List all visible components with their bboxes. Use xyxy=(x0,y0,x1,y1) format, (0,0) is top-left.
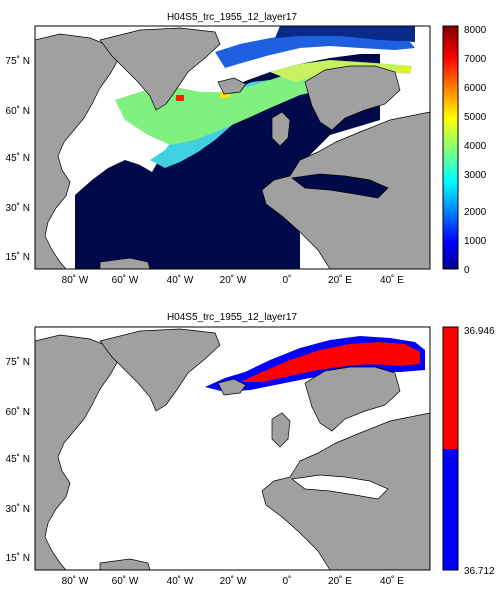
hotspot-high-value xyxy=(176,95,184,101)
cb1-tick-6000: 6000 xyxy=(464,83,487,94)
lat-tick-15n: 15˚ N xyxy=(6,251,30,263)
map-panel-2: H04S5_trc_1955_12_layer17 xyxy=(6,312,495,587)
cb2-tick-high: 36.946 xyxy=(464,326,495,337)
lon-tick-0: 0˚ xyxy=(283,274,292,286)
lon2-tick-60w: 60˚ W xyxy=(112,575,139,587)
panel-2-title: H04S5_trc_1955_12_layer17 xyxy=(167,312,298,323)
lon2-tick-40w: 40˚ W xyxy=(167,575,194,587)
british-isles xyxy=(271,111,291,147)
lon2-tick-40e: 40˚ E xyxy=(380,575,404,587)
panel-1-title: H04S5_trc_1955_12_layer17 xyxy=(167,12,298,23)
greenland-2 xyxy=(99,328,221,412)
iceland xyxy=(217,77,247,95)
panel-2-frame xyxy=(34,326,431,571)
hotspot-yellow-2 xyxy=(398,66,410,72)
panel-2-colorbar: 36.946 36.712 xyxy=(442,326,495,577)
northern-blue-band xyxy=(215,34,415,68)
scandinavia-2 xyxy=(304,366,401,432)
panel-1-lon-axis: 80˚ W 60˚ W 40˚ W 20˚ W 0˚ 20˚ E 40˚ E xyxy=(62,274,405,286)
panel-2-lat-axis: 75˚ N 60˚ N 45˚ N 30˚ N 15˚ N xyxy=(6,356,30,564)
colorbar-2-blue xyxy=(443,449,458,570)
cb1-tick-3000: 3000 xyxy=(464,170,487,181)
cb2-tick-low: 36.712 xyxy=(464,566,495,577)
deep-concentration-region xyxy=(75,54,380,269)
panel-1-lat-axis: 75˚ N 60˚ N 45˚ N 30˚ N 15˚ N xyxy=(6,55,30,263)
colorbar-2-red xyxy=(443,327,458,449)
lon-tick-40w: 40˚ W xyxy=(167,274,194,286)
panel-1-land xyxy=(35,27,430,269)
cb1-tick-4000: 4000 xyxy=(464,141,487,152)
lon-tick-60w: 60˚ W xyxy=(112,274,139,286)
lat2-tick-45n: 45˚ N xyxy=(6,453,30,465)
iceland-2 xyxy=(217,378,247,396)
cb1-tick-0: 0 xyxy=(464,265,470,276)
south-america-tip xyxy=(99,257,151,269)
hotspot-yellow xyxy=(220,92,230,98)
lon-tick-80w: 80˚ W xyxy=(62,274,89,286)
cb1-tick-1000: 1000 xyxy=(464,236,487,247)
colorbar-1-gradient xyxy=(442,25,459,270)
cb1-tick-7000: 7000 xyxy=(464,54,487,65)
lat-tick-60n: 60˚ N xyxy=(6,105,30,117)
panel-2-land xyxy=(35,328,430,570)
lon-tick-40e: 40˚ E xyxy=(380,274,404,286)
lon2-tick-0: 0˚ xyxy=(283,575,292,587)
high-class-red-band xyxy=(240,342,420,382)
panel-2-lon-axis: 80˚ W 60˚ W 40˚ W 20˚ W 0˚ 20˚ E 40˚ E xyxy=(62,575,405,587)
cb1-tick-2000: 2000 xyxy=(464,207,487,218)
colorbar-2-frame xyxy=(442,326,459,571)
lon-tick-20e: 20˚ E xyxy=(328,274,352,286)
lat2-tick-30n: 30˚ N xyxy=(6,503,30,515)
lat-tick-45n: 45˚ N xyxy=(6,152,30,164)
lat-tick-30n: 30˚ N xyxy=(6,202,30,214)
lon2-tick-20w: 20˚ W xyxy=(220,575,247,587)
arctic-deep-blue xyxy=(275,26,415,42)
mediterranean xyxy=(291,173,389,199)
lat2-tick-75n: 75˚ N xyxy=(6,356,30,368)
scandinavia xyxy=(304,65,401,131)
lat-tick-75n: 75˚ N xyxy=(6,55,30,67)
map-panel-1: H04S5_trc_1955_12_layer17 xyxy=(6,12,487,286)
cb1-tick-5000: 5000 xyxy=(464,112,487,123)
panel-1-frame xyxy=(34,25,431,270)
lon2-tick-80w: 80˚ W xyxy=(62,575,89,587)
lon2-tick-20e: 20˚ E xyxy=(328,575,352,587)
cb1-tick-8000: 8000 xyxy=(464,25,487,36)
lat2-tick-15n: 15˚ N xyxy=(6,552,30,564)
south-america-tip-2 xyxy=(99,558,151,570)
lat2-tick-60n: 60˚ N xyxy=(6,406,30,418)
mediterranean-2 xyxy=(291,474,389,500)
panel-1-colorbar: 8000 7000 6000 5000 4000 3000 2000 1000 … xyxy=(442,25,487,276)
greenland xyxy=(99,27,221,111)
british-isles-2 xyxy=(271,412,291,448)
lon-tick-20w: 20˚ W xyxy=(220,274,247,286)
